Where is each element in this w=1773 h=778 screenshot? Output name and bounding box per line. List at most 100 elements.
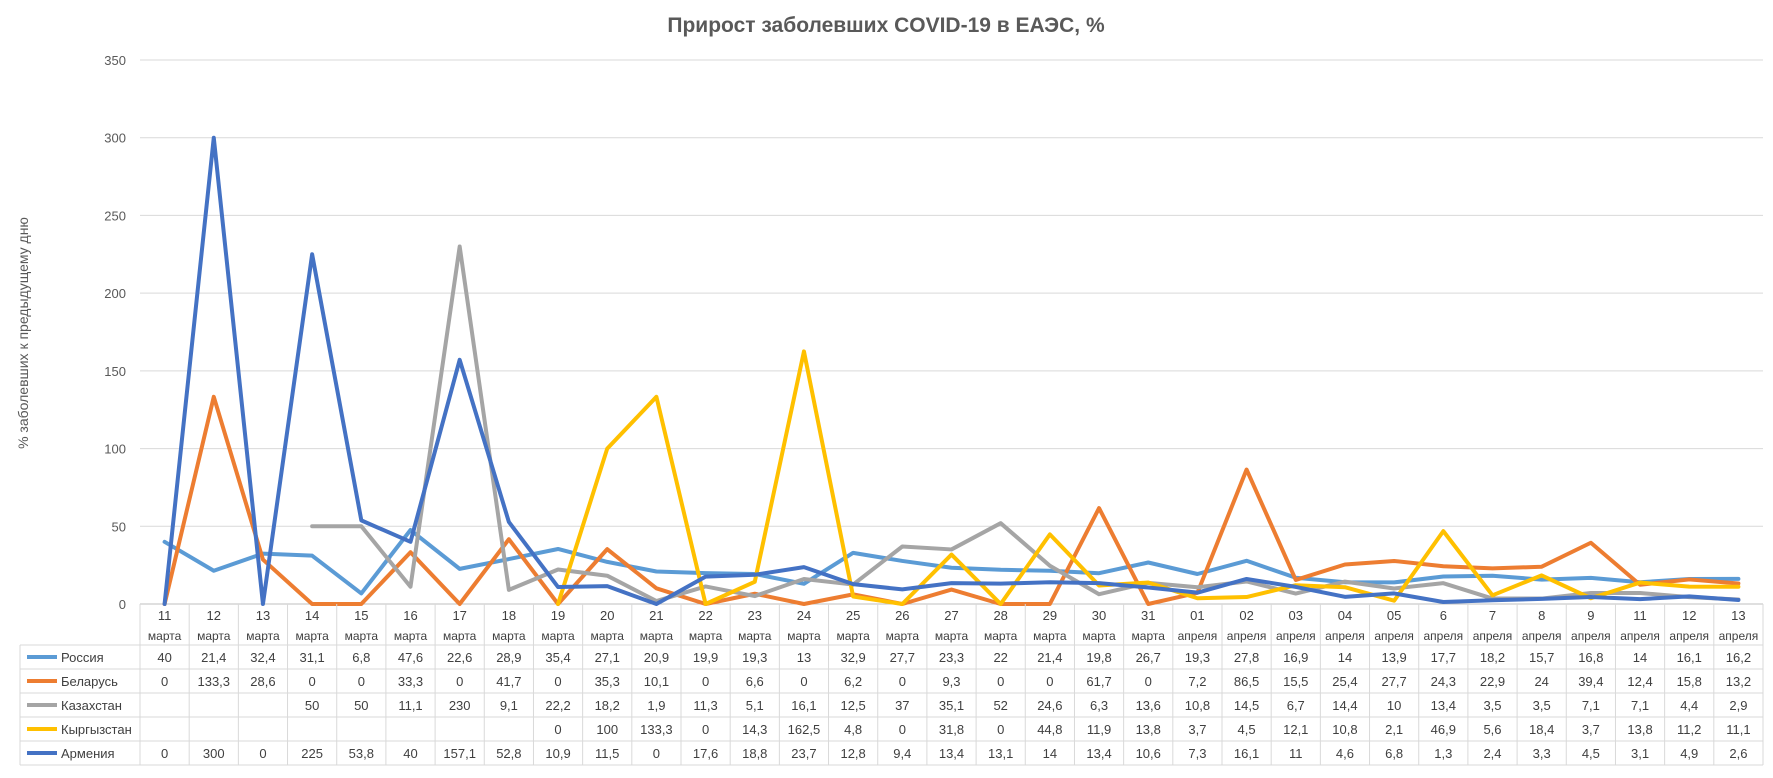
x-tick-day: 8 (1538, 608, 1545, 623)
y-axis-ticks: 0 50 100 150 200 250 300 350 (104, 53, 126, 612)
table-cell: 230 (449, 698, 471, 713)
table-cell: 0 (997, 722, 1004, 737)
series-line (556, 349, 1741, 606)
table-cell: 13,8 (1136, 722, 1161, 737)
table-cell: 0 (456, 674, 463, 689)
table-cell: 11,9 (1087, 722, 1111, 737)
x-tick-day: 12 (207, 608, 221, 623)
table-cell: 12,8 (840, 746, 865, 761)
table-cell: 25,4 (1332, 674, 1357, 689)
table-cell: 10,6 (1136, 746, 1161, 761)
series-line (162, 394, 1741, 606)
table-cell: 9,1 (500, 698, 518, 713)
table-cell: 17,7 (1431, 650, 1456, 665)
y-axis-label: % заболевших к предыдущему дню (15, 217, 31, 449)
table-cell: 0 (702, 674, 709, 689)
table-cell: 16,1 (1677, 650, 1702, 665)
table-cell: 11,1 (1726, 722, 1750, 737)
table-cell: 6,3 (1090, 698, 1108, 713)
x-tick-month: марта (394, 629, 428, 643)
x-tick-day: 13 (1731, 608, 1745, 623)
table-cell: 23,7 (791, 746, 816, 761)
table-cell: 16,9 (1283, 650, 1308, 665)
data-table: 11 марта 12 марта 13 марта 14 марта 15 марта 16 мар… (19, 604, 1764, 766)
table-cell: 1,3 (1434, 746, 1452, 761)
table-cell: 4,8 (844, 722, 862, 737)
table-cell: 11,5 (595, 746, 619, 761)
x-tick-month: марта (492, 629, 526, 643)
table-cell: 19,3 (1185, 650, 1210, 665)
y-tick-label: 300 (104, 131, 126, 146)
x-tick-month: марта (886, 629, 920, 643)
y-tick-label: 250 (104, 208, 126, 223)
legend-label: Армения (61, 746, 115, 761)
table-cell: 16,1 (1234, 746, 1259, 761)
x-tick-day: 31 (1141, 608, 1155, 623)
x-tick-month: марта (1082, 629, 1116, 643)
table-cell: 27,8 (1234, 650, 1259, 665)
table-cell: 133,3 (197, 674, 230, 689)
legend-label: Казахстан (61, 698, 122, 713)
table-cell: 3,3 (1533, 746, 1551, 761)
table-cell: 0 (161, 746, 168, 761)
x-tick-month: апреля (1325, 629, 1365, 643)
table-cell: 24,6 (1037, 698, 1062, 713)
table-cell: 22,2 (545, 698, 570, 713)
table-cell: 3,7 (1188, 722, 1206, 737)
x-tick-day: 28 (993, 608, 1007, 623)
table-cell: 40 (403, 746, 417, 761)
table-cell: 46,9 (1431, 722, 1456, 737)
table-cell: 13,4 (939, 746, 964, 761)
x-tick-month: марта (1033, 629, 1067, 643)
table-cell: 3,5 (1483, 698, 1501, 713)
table-cell: 0 (997, 674, 1004, 689)
x-tick-month: марта (689, 629, 723, 643)
table-cell: 18,2 (1480, 650, 1505, 665)
table-cell: 52,8 (496, 746, 521, 761)
table-cell: 53,8 (349, 746, 374, 761)
table-cell: 10,9 (545, 746, 570, 761)
table-cell: 13,4 (1086, 746, 1111, 761)
table-cell: 50 (305, 698, 319, 713)
table-cell: 2,6 (1729, 746, 1747, 761)
table-cell: 7,2 (1188, 674, 1206, 689)
table-cell: 32,4 (250, 650, 275, 665)
table-cell: 13,9 (1381, 650, 1406, 665)
x-tick-month: марта (1132, 629, 1166, 643)
table-cell: 61,7 (1086, 674, 1111, 689)
x-tick-day: 12 (1682, 608, 1696, 623)
x-tick-day: 02 (1239, 608, 1253, 623)
x-tick-month: марта (738, 629, 772, 643)
y-tick-label: 50 (112, 519, 126, 534)
y-tick-label: 200 (104, 286, 126, 301)
x-tick-day: 15 (354, 608, 368, 623)
table-cell: 4,4 (1680, 698, 1698, 713)
table-cell: 26,7 (1136, 650, 1161, 665)
x-tick-month: апреля (1178, 629, 1218, 643)
table-cell: 35,1 (939, 698, 964, 713)
x-tick-day: 11 (158, 608, 172, 623)
x-tick-month: апреля (1620, 629, 1660, 643)
series-lines (162, 135, 1741, 606)
x-tick-day: 27 (944, 608, 958, 623)
table-cell: 35,4 (545, 650, 570, 665)
table-cell: 225 (301, 746, 323, 761)
table-cell: 13,2 (1726, 674, 1751, 689)
x-tick-day: 17 (452, 608, 466, 623)
y-tick-label: 0 (119, 597, 126, 612)
table-cell: 10 (1387, 698, 1401, 713)
table-cell: 33,3 (398, 674, 423, 689)
table-cell: 0 (309, 674, 316, 689)
x-tick-day: 6 (1440, 608, 1447, 623)
x-tick-day: 26 (895, 608, 909, 623)
table-cell: 22,9 (1480, 674, 1505, 689)
table-cell: 50 (354, 698, 368, 713)
table-cell: 24 (1534, 674, 1548, 689)
x-tick-month: марта (591, 629, 625, 643)
table-cell: 28,6 (250, 674, 275, 689)
table-cell: 12,4 (1627, 674, 1652, 689)
table-cell: 300 (203, 746, 225, 761)
table-cell: 23,3 (939, 650, 964, 665)
y-tick-label: 350 (104, 53, 126, 68)
